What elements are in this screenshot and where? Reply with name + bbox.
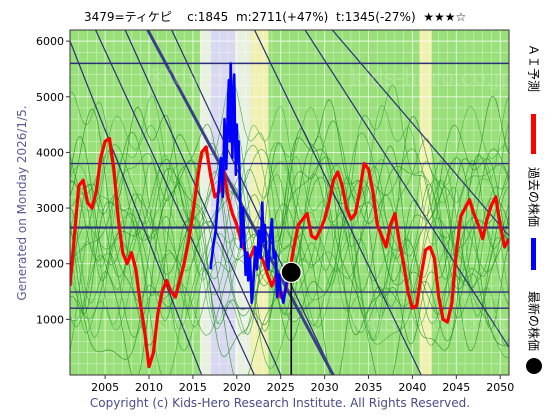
ticker-label: 3479=ティケピ (84, 10, 172, 24)
legend-latest-price: 最新の株価 (512, 290, 556, 380)
past-period-band (250, 30, 269, 375)
ensemble-line (70, 132, 509, 351)
legend-latest-swatch (526, 358, 542, 374)
past-price-line (209, 62, 290, 305)
y-tick-label: 1000 (36, 313, 64, 326)
x-tick-label: 2005 (91, 381, 119, 394)
x-tick-label: 2020 (223, 381, 251, 394)
trend-line (304, 30, 509, 348)
legend-ai-label: ＡＩ予測 (526, 43, 541, 93)
ensemble-line (70, 106, 509, 296)
x-axis: 2005 2010 2015 2020 2025 2030 2035 2040 2045 2050 (91, 375, 514, 394)
x-tick-label: 2025 (267, 381, 295, 394)
legend-past-price: 過去の株価 (512, 160, 556, 272)
plot-frame (69, 29, 510, 376)
legend-ai-forecast: ＡＩ予測 (512, 28, 556, 158)
y-axis: 1000 2000 3000 4000 5000 6000 (36, 35, 70, 326)
y-tick-label: 5000 (36, 91, 64, 104)
main-trend-line (146, 30, 335, 375)
legend-ai-swatch (531, 114, 536, 154)
ensemble-line (70, 146, 509, 375)
trend-line (70, 40, 203, 375)
trend-line (331, 30, 509, 237)
copyright-text: Copyright (c) Kids-Hero Research Institu… (89, 396, 471, 410)
watermark-text: Kids-Hero (150, 311, 262, 336)
trend-lines (70, 30, 509, 375)
watermark-text: Kids-Hero (150, 66, 262, 91)
ensemble-line (70, 183, 509, 317)
ensemble-line (70, 148, 509, 273)
watermark: Kids-Hero kids-hero.co.jp Kids-Hero kids-he… (150, 66, 514, 336)
watermark-text: kids-hero.co.jp (350, 66, 514, 91)
low-target-label: t:1345(-27%) (335, 10, 416, 24)
rating-stars: ★★★☆ (423, 10, 467, 24)
x-tick-label: 2045 (442, 381, 470, 394)
ensemble-line (70, 193, 509, 328)
x-tick-label: 2050 (486, 381, 514, 394)
y-tick-label: 4000 (36, 146, 64, 159)
trend-line (124, 30, 282, 375)
chart-title: 3479=ティケピ c:1845 m:2711(+47%) t:1345(-27… (84, 8, 466, 25)
ensemble-line (70, 80, 509, 301)
legend-past-label: 過去の株価 (526, 166, 541, 228)
y-tick-label: 3000 (36, 202, 64, 215)
legend-past-swatch (531, 238, 536, 270)
y-tick-label: 6000 (36, 35, 64, 48)
ensemble-line (70, 121, 509, 341)
current-price-label: c:1845 (187, 10, 229, 24)
horizontal-levels (70, 62, 509, 309)
x-tick-label: 2030 (311, 381, 339, 394)
trend-line (253, 30, 422, 375)
x-tick-label: 2035 (355, 381, 383, 394)
x-tick-label: 2015 (179, 381, 207, 394)
ensemble-line (70, 160, 509, 375)
legend-latest-label: 最新の株価 (526, 290, 541, 352)
latest-price-marker (280, 261, 302, 283)
ensemble-line (70, 120, 509, 282)
generated-date-label: Generated on Monday 2026/1/5. (0, 30, 44, 375)
series (70, 62, 509, 375)
median-target-label: m:2711(+47%) (235, 10, 329, 24)
watermark-text: kids-hero.co.jp (350, 311, 514, 336)
y-tick-label: 2000 (36, 258, 64, 271)
ensemble-line (70, 95, 509, 287)
generated-date-text: Generated on Monday 2026/1/5. (15, 104, 29, 301)
x-tick-label: 2040 (398, 381, 426, 394)
x-tick-label: 2010 (135, 381, 163, 394)
ensemble-line (70, 136, 509, 375)
ensemble-line (70, 160, 509, 282)
